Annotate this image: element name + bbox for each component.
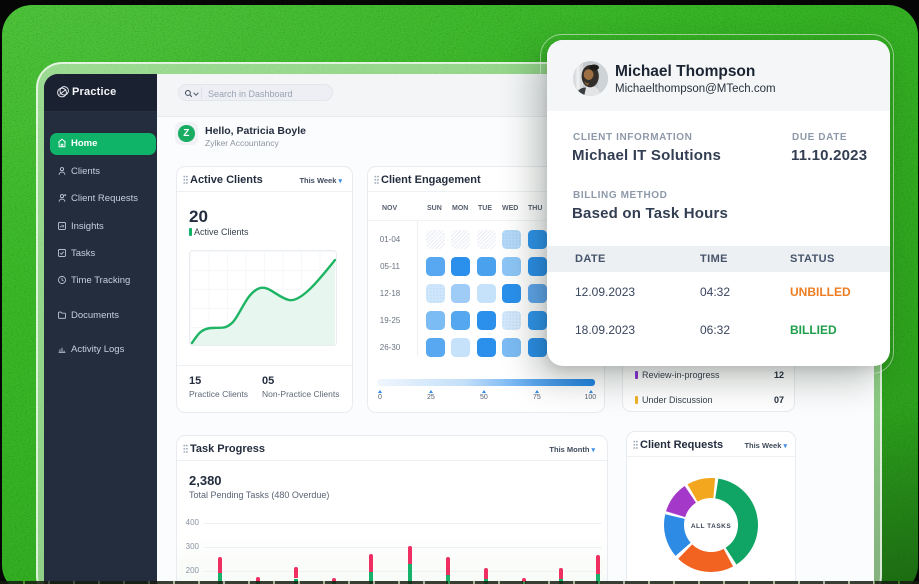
svg-text:ALL TASKS: ALL TASKS [691,523,732,530]
